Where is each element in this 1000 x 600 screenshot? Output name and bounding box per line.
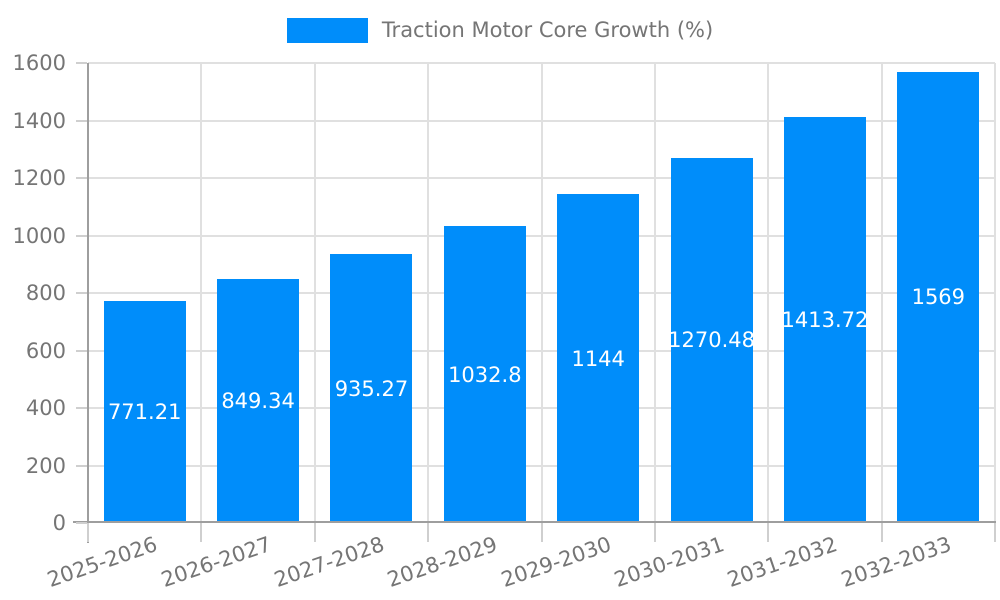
y-tick-label: 200 <box>25 453 66 478</box>
x-axis-label: 2028-2029 <box>384 532 501 592</box>
legend-swatch <box>286 17 368 43</box>
x-axis-label: 2029-2030 <box>497 532 615 592</box>
x-axis-label: 2025-2026 <box>44 532 161 592</box>
y-tick-label: 1600 <box>12 51 66 75</box>
x-axis-label: 2031-2032 <box>724 532 841 592</box>
v-gridline <box>427 63 430 523</box>
v-gridline <box>653 63 656 523</box>
bar-value-label: 771.21 <box>107 400 182 425</box>
x-axis-label: 2027-2028 <box>271 532 388 592</box>
y-axis-line <box>87 63 89 543</box>
v-gridline <box>767 63 770 523</box>
bar: 849.34 <box>217 278 300 523</box>
y-tick <box>76 292 87 294</box>
x-tick <box>994 523 996 542</box>
x-tick <box>540 523 543 542</box>
x-tick <box>767 523 770 542</box>
v-gridline <box>540 63 543 523</box>
x-tick <box>200 523 203 542</box>
bar: 1270.48 <box>668 157 755 523</box>
bar: 1032.8 <box>443 226 526 523</box>
plot-area: 771.21 849.34 935.27 1032.8 1144 1270.48 1413.… <box>88 62 996 523</box>
y-tick <box>76 349 87 352</box>
y-tick-label: 400 <box>25 396 66 420</box>
x-axis-label: 2030-2031 <box>611 532 728 592</box>
y-tick-label: 800 <box>25 281 66 305</box>
bar: 1569 <box>897 71 980 523</box>
bar: 1413.72 <box>781 116 869 523</box>
y-tick <box>76 62 87 64</box>
x-tick <box>427 523 430 542</box>
bar: 1144 <box>557 194 640 523</box>
legend-label: Traction Motor Core Growth (%) <box>381 17 714 42</box>
y-tick <box>76 119 87 122</box>
y-tick <box>76 234 87 237</box>
y-tick-label: 1400 <box>12 108 66 133</box>
x-tick <box>653 523 656 542</box>
y-tick-label: 600 <box>25 338 66 363</box>
bar-value-label: 849.34 <box>221 388 295 413</box>
y-tick <box>76 464 87 467</box>
y-tick-label: 0 <box>52 511 66 535</box>
x-axis-line <box>73 521 996 523</box>
y-tick <box>76 522 87 524</box>
x-tick <box>313 523 316 542</box>
bar-value-label: 935.27 <box>334 376 409 401</box>
bar-value-label: 1032.8 <box>448 362 522 387</box>
legend-item[interactable]: Traction Motor Core Growth (%) <box>286 17 714 43</box>
bar-value-label: 1270.48 <box>668 328 755 353</box>
y-tick <box>76 407 87 409</box>
v-gridline <box>994 63 996 523</box>
bar-value-label: 1413.72 <box>781 307 869 332</box>
x-axis-label: 2026-2027 <box>157 532 274 592</box>
v-gridline <box>313 63 316 523</box>
x-tick <box>880 523 883 542</box>
v-gridline <box>200 63 203 523</box>
y-tick-label: 1000 <box>12 223 66 248</box>
legend: Traction Motor Core Growth (%) <box>0 17 1000 43</box>
v-gridline <box>880 63 883 523</box>
bar-value-label: 1569 <box>911 285 966 310</box>
y-tick-label: 1200 <box>12 166 66 190</box>
bar: 771.21 <box>103 301 186 523</box>
x-axis-label: 2032-2033 <box>838 532 955 592</box>
y-tick <box>76 177 87 179</box>
bar-value-label: 1144 <box>571 346 625 371</box>
bar: 935.27 <box>330 254 413 523</box>
x-tick <box>87 523 89 542</box>
